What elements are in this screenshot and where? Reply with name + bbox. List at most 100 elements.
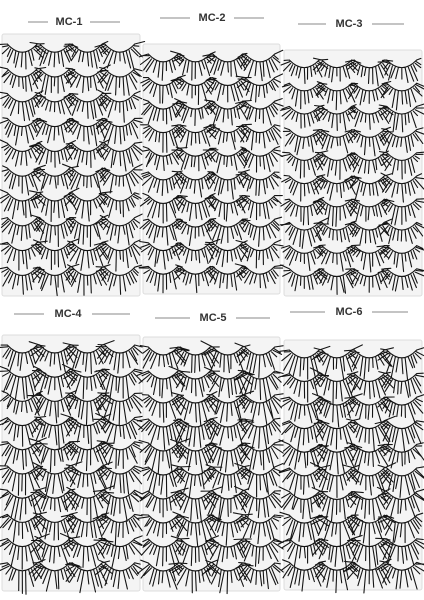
lash [205,538,252,567]
lash [280,58,329,85]
lash [237,49,284,82]
lash [95,264,143,295]
lash [377,57,422,84]
lash [309,487,364,522]
lash [238,145,284,173]
lash [94,368,147,400]
lash [94,392,145,426]
lash [141,394,187,423]
lash [94,40,146,70]
lash [376,560,424,590]
lash [172,218,219,247]
lash-tray [0,334,147,595]
lash [0,465,47,496]
lash [201,390,255,424]
lash [235,171,282,197]
lash [62,441,114,472]
lash [29,140,78,168]
lash [233,485,283,519]
label: MC-5 [200,312,227,324]
lash [377,464,424,498]
lash [277,538,330,569]
lash [376,486,424,519]
lash [374,420,424,452]
lash [236,124,282,151]
lash [311,393,363,428]
lash [97,66,146,96]
lash [93,533,147,570]
lash [378,103,424,133]
lash [63,191,113,222]
lash [315,81,359,111]
label: MC-6 [336,306,363,318]
lash [28,438,81,473]
lash [30,214,77,248]
lash [234,462,285,498]
lash [136,418,190,451]
lash [312,57,362,83]
lash [63,40,110,69]
lash [378,172,424,203]
lash [376,347,424,380]
lash [32,117,80,144]
lash-tray [136,336,287,595]
lash [205,169,251,200]
lash [311,344,363,380]
lash [235,562,286,590]
lash [65,560,113,594]
lash [170,77,218,106]
lash [235,393,285,426]
lash [139,487,189,518]
lash [98,192,142,218]
lash [170,535,220,567]
lash-tray [277,339,424,594]
lash [239,216,283,247]
lash [95,440,145,469]
lash [347,538,394,571]
lash-tray [0,33,146,297]
lash [92,489,147,522]
lash [346,150,392,175]
lash [137,559,188,590]
lash [235,98,285,126]
lash [314,104,357,132]
lash [344,173,393,200]
lash [94,212,146,246]
tray [142,336,281,592]
lash [0,559,48,595]
label: MC-3 [336,18,363,30]
lash [380,82,424,111]
lash [381,198,424,226]
lash [0,487,47,521]
lash [97,89,143,123]
lash [379,151,424,180]
lash [27,390,80,424]
lash [95,343,146,374]
lash [343,396,396,424]
lash [205,513,253,546]
lash [173,416,220,448]
lash [280,264,328,292]
lash [170,238,221,265]
lash [345,415,396,452]
lash [377,394,424,425]
lash [347,105,394,130]
lash [234,342,287,378]
lash [375,537,424,566]
lash [140,170,187,197]
lash [237,438,287,474]
lash [30,511,81,543]
lash [141,465,191,498]
lash [232,512,287,545]
lash [377,221,424,245]
lash [95,117,144,145]
lash [140,74,186,104]
lash [377,512,424,546]
labels: MC-1 MC-2 MC-3 MC-4 MC-5 MC-6 [14,12,408,324]
label: MC-2 [199,12,226,24]
lash [345,59,394,87]
lash [139,240,184,270]
lash [203,123,252,150]
lash [95,559,147,590]
lash [0,365,49,400]
